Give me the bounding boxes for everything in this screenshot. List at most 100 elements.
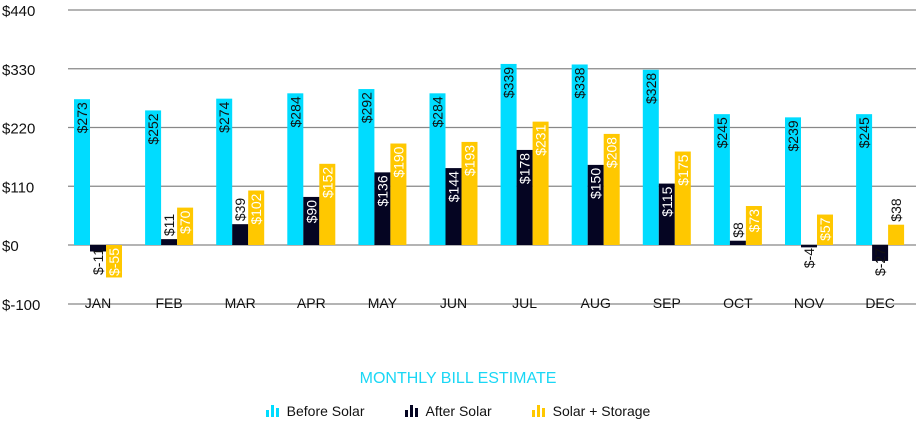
bar-chart-icon (265, 405, 279, 417)
data-label: $245 (714, 117, 730, 148)
data-label: $284 (430, 96, 446, 127)
bar (571, 64, 588, 246)
data-label: $252 (145, 113, 161, 144)
data-label: $90 (303, 200, 319, 224)
bar (177, 207, 194, 245)
legend-item[interactable]: After Solar (404, 403, 492, 419)
x-tick-label: DEC (865, 295, 895, 311)
data-label: $245 (856, 117, 872, 148)
data-label: $136 (374, 175, 390, 206)
data-label: $152 (319, 167, 335, 198)
x-tick-label: SEP (653, 295, 681, 311)
bar (674, 151, 691, 245)
data-label: $328 (643, 73, 659, 104)
data-label: $239 (785, 120, 801, 151)
legend-item[interactable]: Solar + Storage (531, 403, 651, 419)
bar (106, 245, 122, 278)
x-tick-label: JUL (512, 295, 537, 311)
data-label: $338 (572, 67, 588, 98)
y-tick-label: $440 (2, 3, 35, 20)
bar (390, 143, 407, 245)
data-label: $-11 (90, 248, 106, 275)
bar (729, 240, 746, 245)
x-tick-label: OCT (723, 295, 753, 311)
data-label: $190 (390, 146, 406, 177)
data-label: $273 (74, 102, 90, 133)
bar (248, 190, 265, 245)
bar (713, 114, 730, 245)
data-label: $284 (287, 96, 303, 127)
bar (74, 99, 90, 246)
data-label: $178 (517, 153, 533, 184)
bar (745, 206, 762, 245)
bar (232, 224, 249, 245)
bar (817, 214, 833, 245)
data-label: $339 (501, 67, 517, 98)
bar (801, 245, 817, 248)
y-tick-label: $330 (2, 62, 35, 79)
data-label: $231 (533, 124, 549, 155)
data-label: $102 (248, 193, 264, 224)
bar (532, 121, 549, 245)
x-tick-label: FEB (155, 295, 182, 311)
bar (374, 172, 391, 245)
x-tick-label: JUN (440, 295, 467, 311)
bar (658, 183, 675, 245)
bar (445, 168, 462, 245)
bar (287, 93, 304, 246)
data-label: $-27 (872, 248, 888, 276)
legend-item[interactable]: Before Solar (265, 403, 365, 419)
data-label: $175 (675, 154, 691, 185)
bar-chart-plot: $-100 $0 $110 $220 $330 $440 JAN $273 $-11 $-55 FE… (2, 3, 916, 314)
bar (216, 98, 233, 245)
bar (358, 89, 375, 245)
data-label: $38 (888, 198, 904, 222)
data-label: $39 (232, 198, 248, 222)
data-label: $150 (588, 168, 604, 199)
data-label: $11 (161, 214, 177, 237)
legend-label: Before Solar (286, 403, 365, 419)
y-tick-label: $0 (2, 238, 19, 255)
data-label: $115 (659, 186, 675, 216)
bar (461, 141, 478, 245)
bar (888, 224, 905, 245)
x-tick-label: JAN (85, 295, 111, 311)
legend-label: After Solar (425, 403, 492, 419)
data-label: $292 (358, 92, 374, 123)
y-tick-label: $220 (2, 121, 35, 138)
x-tick-label: MAY (368, 295, 398, 311)
bar (161, 239, 178, 245)
bar (642, 69, 659, 246)
bar (90, 245, 106, 252)
bar (516, 149, 533, 245)
bar (500, 63, 517, 246)
data-label: $144 (446, 171, 462, 202)
data-label: $70 (177, 210, 193, 234)
data-label: $8 (730, 222, 746, 238)
y-tick-label: $-100 (2, 297, 40, 314)
bar (785, 117, 801, 245)
data-label: $-55 (106, 248, 122, 276)
bar (303, 196, 320, 245)
data-label: $193 (462, 145, 478, 176)
bar-chart-icon (404, 405, 418, 417)
legend: Before Solar After Solar Solar + Storage (0, 403, 916, 419)
bar (872, 245, 889, 261)
bar (603, 133, 620, 245)
data-label: $73 (746, 209, 762, 233)
x-tick-label: NOV (794, 295, 825, 311)
bar (319, 163, 336, 245)
data-label: $274 (216, 101, 232, 132)
data-label: $-4 (801, 248, 817, 268)
data-label: $57 (817, 217, 833, 241)
x-tick-label: AUG (581, 295, 611, 311)
bar (856, 114, 873, 245)
bar (429, 93, 446, 246)
y-tick-label: $110 (2, 179, 34, 196)
legend-label: Solar + Storage (552, 403, 651, 419)
data-label: $208 (604, 137, 620, 168)
bar (145, 110, 162, 245)
x-tick-label: MAR (225, 295, 256, 311)
bar (587, 164, 604, 245)
